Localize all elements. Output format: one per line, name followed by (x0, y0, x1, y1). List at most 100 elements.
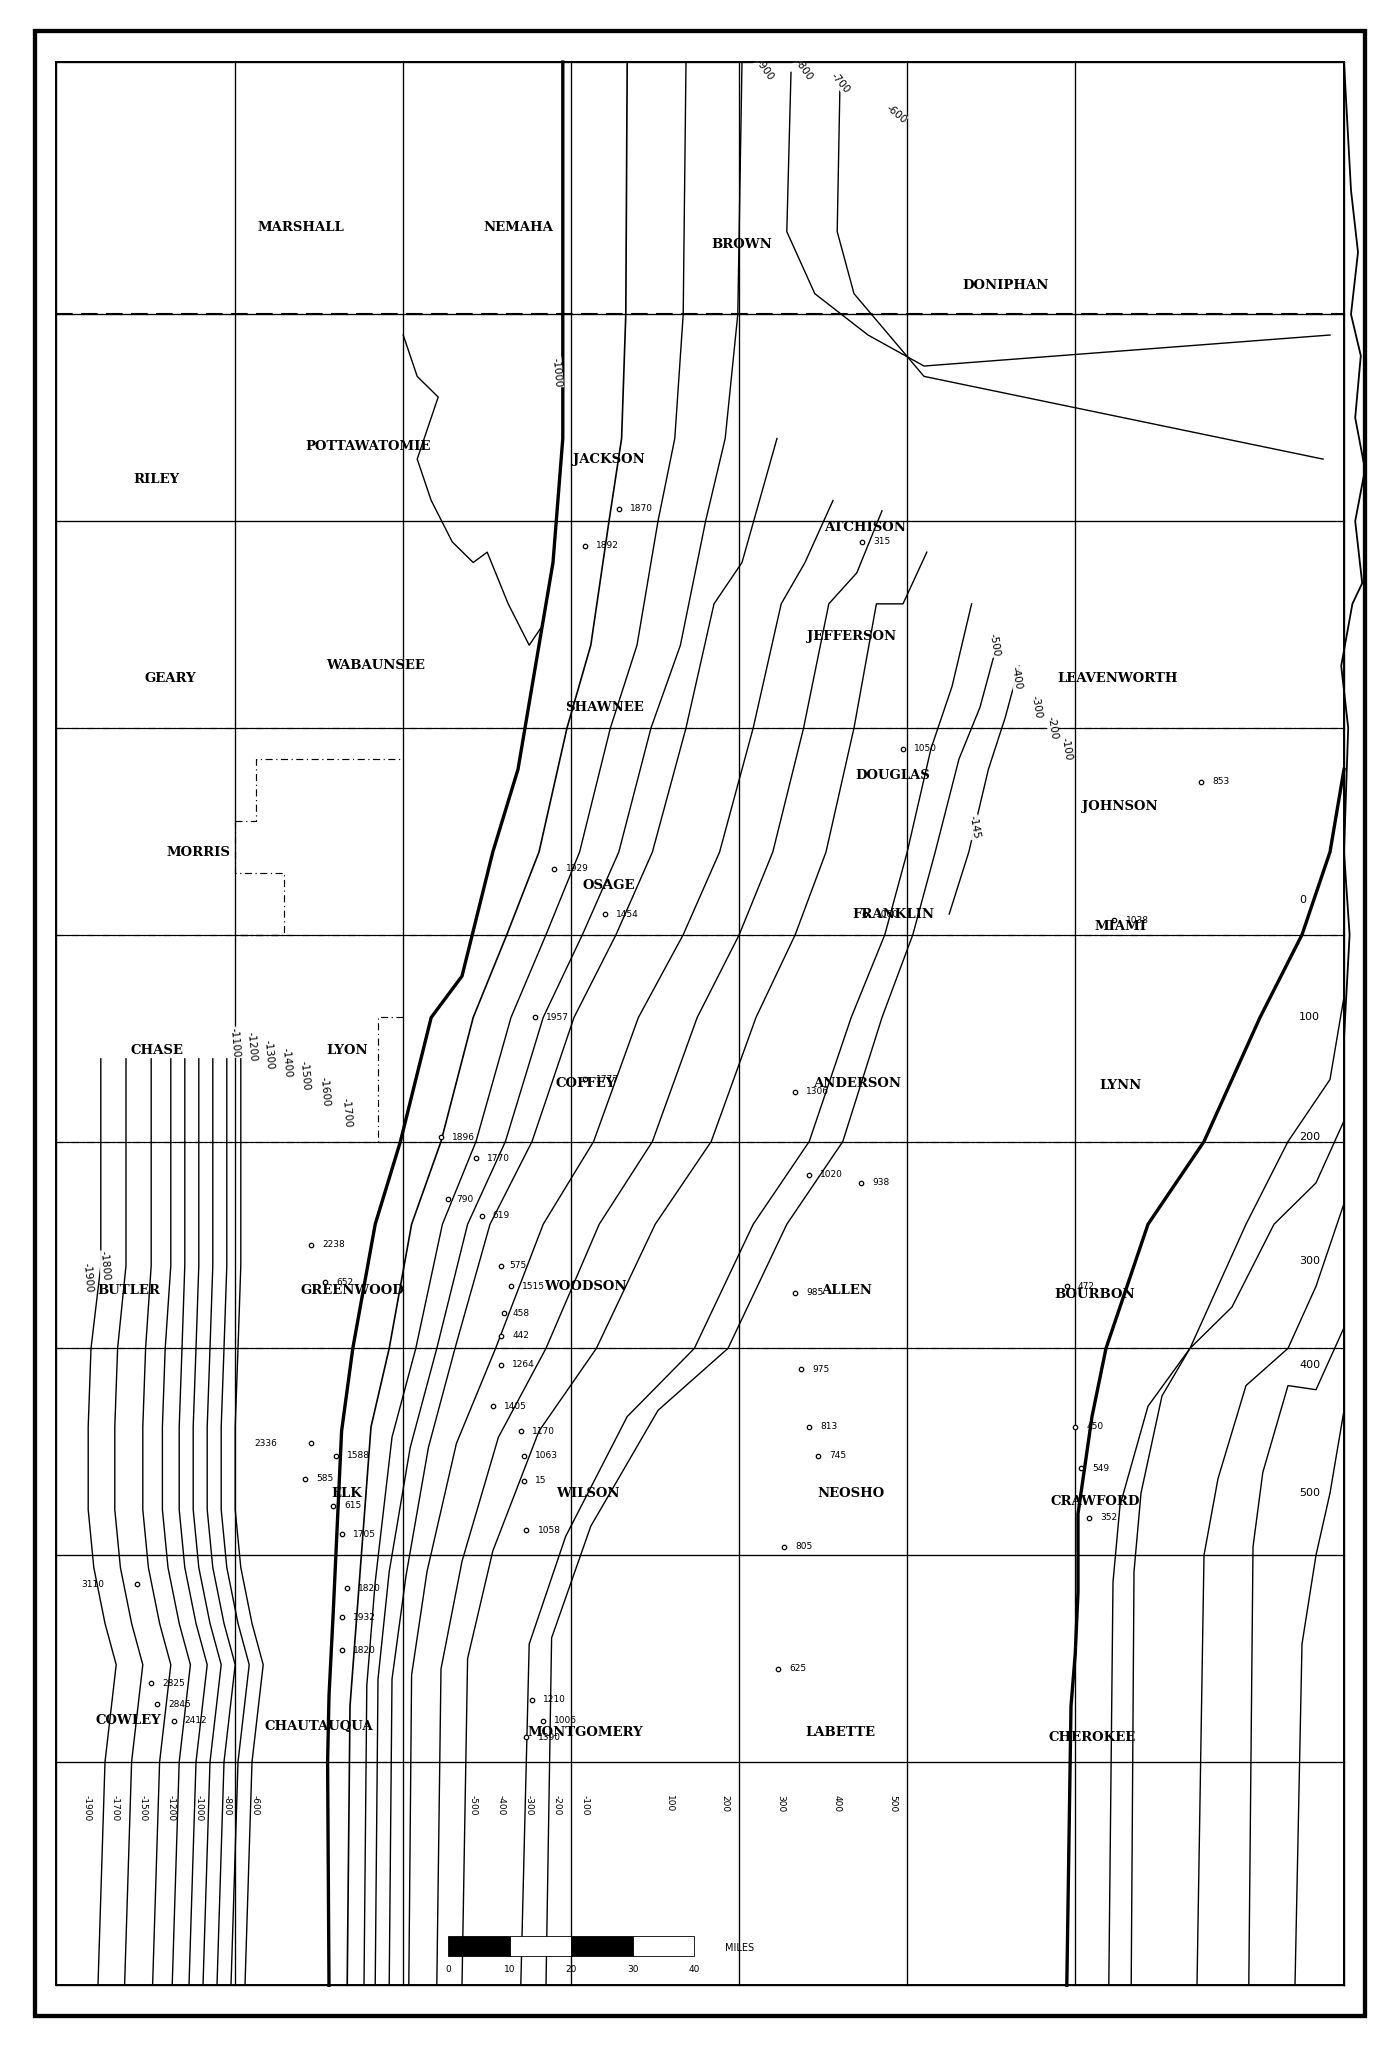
Text: WABAUNSEE: WABAUNSEE (326, 660, 424, 672)
Text: CHASE: CHASE (130, 1044, 183, 1057)
Text: -500: -500 (469, 1795, 477, 1816)
Text: -100: -100 (581, 1795, 589, 1816)
Text: 200: 200 (1299, 1133, 1320, 1142)
Text: CHEROKEE: CHEROKEE (1049, 1731, 1135, 1743)
Text: GEARY: GEARY (146, 672, 196, 685)
Text: 805: 805 (795, 1543, 812, 1551)
Text: 1405: 1405 (504, 1402, 526, 1410)
Text: 619: 619 (493, 1212, 510, 1220)
Text: FRANKLIN: FRANKLIN (853, 908, 934, 920)
Text: ANDERSON: ANDERSON (813, 1077, 900, 1090)
Text: 2825: 2825 (162, 1679, 185, 1687)
Text: -1600: -1600 (319, 1077, 330, 1106)
Text: -600: -600 (883, 103, 909, 124)
Text: DONIPHAN: DONIPHAN (962, 279, 1049, 292)
Text: BROWN: BROWN (711, 238, 773, 250)
Text: 625: 625 (790, 1665, 806, 1673)
Text: OSAGE: OSAGE (582, 879, 636, 891)
Text: -100: -100 (1060, 736, 1074, 761)
Text: -400: -400 (1009, 666, 1023, 691)
Text: 100: 100 (1299, 1013, 1320, 1022)
Text: BOURBON: BOURBON (1054, 1288, 1135, 1301)
Text: 352: 352 (1100, 1514, 1117, 1522)
Text: 500: 500 (889, 1795, 897, 1812)
Text: 745: 745 (829, 1452, 846, 1460)
Text: 1060: 1060 (876, 910, 899, 918)
Text: 1390: 1390 (538, 1733, 560, 1741)
Text: 100: 100 (665, 1795, 673, 1812)
Text: LYNN: LYNN (1099, 1079, 1141, 1092)
Text: LEAVENWORTH: LEAVENWORTH (1057, 672, 1177, 685)
Text: 1932: 1932 (353, 1613, 375, 1621)
Text: -400: -400 (497, 1795, 505, 1816)
Text: 938: 938 (872, 1179, 889, 1187)
Text: 300: 300 (1299, 1257, 1320, 1266)
Text: 30: 30 (627, 1965, 638, 1973)
Text: 300: 300 (777, 1795, 785, 1812)
Text: 2336: 2336 (255, 1439, 277, 1448)
Text: MIAMI: MIAMI (1093, 920, 1147, 933)
Text: 1515: 1515 (522, 1282, 545, 1290)
Text: 1050: 1050 (914, 744, 937, 753)
Text: 985: 985 (806, 1288, 823, 1297)
Text: 1929: 1929 (566, 864, 588, 873)
Text: -1000: -1000 (195, 1795, 203, 1822)
Text: ELK: ELK (332, 1487, 363, 1499)
Text: -1100: -1100 (230, 1028, 241, 1057)
Text: 2412: 2412 (185, 1716, 207, 1725)
Text: 2845: 2845 (168, 1700, 190, 1708)
Text: 200: 200 (721, 1795, 729, 1812)
Text: WOODSON: WOODSON (545, 1280, 626, 1292)
Text: 20: 20 (566, 1965, 577, 1973)
Text: 1588: 1588 (347, 1452, 370, 1460)
Text: 315: 315 (874, 538, 890, 546)
Text: 1892: 1892 (596, 542, 619, 550)
Text: -1200: -1200 (246, 1032, 258, 1061)
Text: -500: -500 (987, 633, 1001, 658)
Text: NEOSHO: NEOSHO (818, 1487, 885, 1499)
Text: 472: 472 (1078, 1282, 1095, 1290)
Text: -300: -300 (525, 1795, 533, 1816)
Text: -1400: -1400 (281, 1048, 293, 1077)
Text: COFFEY: COFFEY (554, 1077, 616, 1090)
Text: 1454: 1454 (616, 910, 638, 918)
Text: 1870: 1870 (630, 505, 652, 513)
Text: -1500: -1500 (139, 1795, 147, 1822)
Text: 500: 500 (1299, 1489, 1320, 1497)
Text: 1705: 1705 (353, 1530, 375, 1539)
Text: LABETTE: LABETTE (805, 1727, 875, 1739)
Text: 10: 10 (504, 1965, 515, 1973)
Text: 40: 40 (689, 1965, 700, 1973)
Text: -1200: -1200 (167, 1795, 175, 1822)
Text: -1700: -1700 (111, 1795, 119, 1822)
Text: MONTGOMERY: MONTGOMERY (528, 1727, 643, 1739)
Text: -1900: -1900 (83, 1795, 91, 1822)
Text: 400: 400 (1299, 1361, 1320, 1369)
Text: 790: 790 (456, 1195, 473, 1204)
Text: 1020: 1020 (820, 1170, 843, 1179)
Text: 1820: 1820 (358, 1584, 381, 1592)
Text: -800: -800 (792, 58, 815, 83)
Text: COWLEY: COWLEY (97, 1714, 161, 1727)
Text: 0: 0 (445, 1965, 451, 1973)
Text: -800: -800 (223, 1795, 231, 1816)
Text: WILSON: WILSON (556, 1487, 620, 1499)
Text: 1210: 1210 (543, 1696, 566, 1704)
Text: -900: -900 (753, 58, 776, 83)
Text: 1038: 1038 (1126, 916, 1148, 924)
Text: JEFFERSON: JEFFERSON (806, 631, 896, 643)
Text: JACKSON: JACKSON (573, 453, 645, 465)
Text: 1006: 1006 (554, 1716, 577, 1725)
Text: 549: 549 (1092, 1464, 1109, 1472)
Text: 450: 450 (1086, 1423, 1103, 1431)
Text: CHAUTAUQUA: CHAUTAUQUA (265, 1721, 374, 1733)
Bar (633, 1936, 694, 1956)
Bar (571, 1936, 633, 1956)
Text: 575: 575 (510, 1261, 526, 1270)
Text: 1264: 1264 (512, 1361, 535, 1369)
Text: 15: 15 (535, 1477, 546, 1485)
Text: 1820: 1820 (353, 1646, 375, 1654)
Text: -1800: -1800 (99, 1251, 111, 1280)
Text: 813: 813 (820, 1423, 837, 1431)
Text: 400: 400 (833, 1795, 841, 1812)
